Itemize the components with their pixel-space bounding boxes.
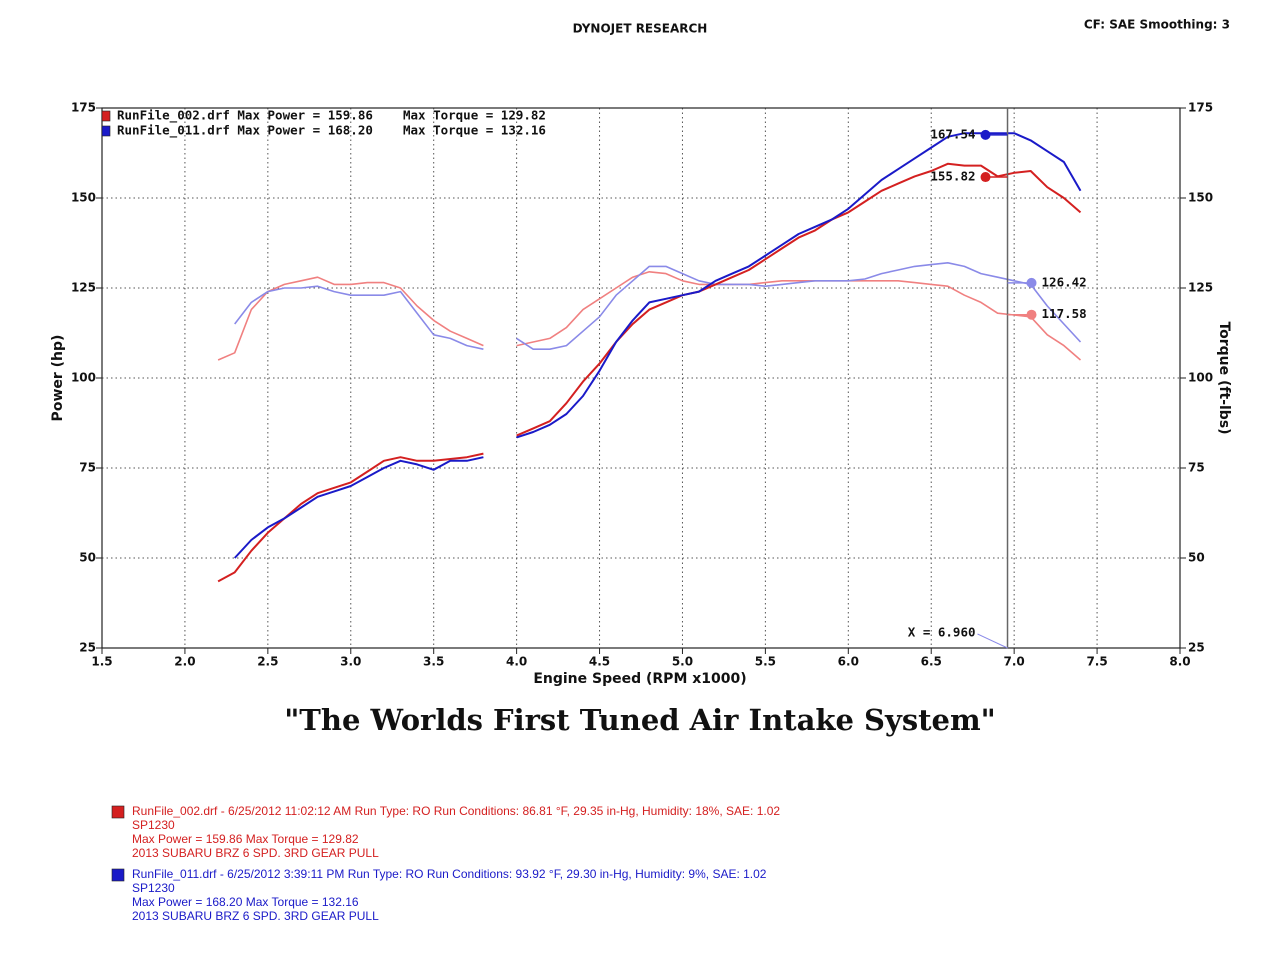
plot-frame	[101, 107, 1181, 649]
note-line: SP1230	[132, 881, 175, 895]
readout-marker	[1026, 309, 1037, 320]
y-tick-label: 125	[71, 281, 96, 295]
annotation: "The Worlds First Tuned Air Intake Syste…	[284, 703, 996, 737]
x-tick-label: 1.5	[91, 655, 112, 669]
x-axis-label: Engine Speed (RPM x1000)	[533, 671, 746, 687]
y-tick-label: 100	[71, 371, 96, 385]
cursor-pointer	[977, 633, 1008, 649]
y2-tick-label: 125	[1188, 281, 1213, 295]
note-line: Max Power = 168.20 Max Torque = 132.16	[132, 895, 359, 909]
y-axis-label: Power (hp)	[50, 335, 66, 422]
legend-entry: RunFile_002.drf Max Power = 159.86 Max T…	[117, 108, 546, 124]
readout-label: 155.82	[930, 169, 975, 184]
x-tick-label: 2.0	[174, 655, 195, 669]
readout-label: 117.58	[1042, 306, 1087, 321]
note-line: 2013 SUBARU BRZ 6 SPD. 3RD GEAR PULL	[132, 909, 379, 923]
note-line: Max Power = 159.86 Max Torque = 129.82	[132, 832, 359, 846]
legend-entry: RunFile_011.drf Max Power = 168.20 Max T…	[117, 123, 546, 139]
x-tick-label: 6.5	[921, 655, 942, 669]
legend-swatch	[101, 110, 111, 122]
cursor-label: X = 6.960	[908, 625, 976, 640]
chart-title: DYNOJET RESEARCH	[573, 22, 708, 36]
y-tick-label: 75	[79, 461, 96, 475]
x-tick-label: 2.5	[257, 655, 278, 669]
y2-tick-label: 175	[1188, 101, 1213, 115]
readout-label: 126.42	[1042, 274, 1087, 289]
y-tick-label: 50	[79, 551, 96, 565]
y2-tick-label: 150	[1188, 191, 1213, 205]
series-line	[217, 162, 1082, 583]
y2-axis-label: Torque (ft-lbs)	[1216, 321, 1232, 434]
x-tick-label: 3.5	[423, 655, 444, 669]
y2-tick-label: 25	[1188, 641, 1205, 655]
x-tick-label: 3.0	[340, 655, 361, 669]
y2-tick-label: 100	[1188, 371, 1213, 385]
x-tick-label: 6.0	[838, 655, 859, 669]
chart-subtitle: CF: SAE Smoothing: 3	[1084, 18, 1230, 32]
y-tick-label: 175	[71, 101, 96, 115]
y2-tick-label: 75	[1188, 461, 1205, 475]
x-tick-label: 4.0	[506, 655, 527, 669]
x-tick-label: 7.0	[1004, 655, 1025, 669]
note-line: RunFile_011.drf - 6/25/2012 3:39:11 PM R…	[132, 867, 767, 881]
y2-tick-label: 50	[1188, 551, 1205, 565]
y-tick-label: 25	[79, 641, 96, 655]
note-line: SP1230	[132, 818, 175, 832]
x-tick-label: 8.0	[1169, 655, 1190, 669]
note-swatch	[111, 868, 125, 882]
readout-marker	[1026, 277, 1037, 288]
x-tick-label: 7.5	[1086, 655, 1107, 669]
series-line	[234, 262, 1082, 350]
x-tick-label: 4.5	[589, 655, 610, 669]
readout-label: 167.54	[930, 126, 975, 141]
note-line: RunFile_002.drf - 6/25/2012 11:02:12 AM …	[132, 804, 780, 818]
note-swatch	[111, 805, 125, 819]
readout-marker	[980, 129, 991, 140]
note-line: 2013 SUBARU BRZ 6 SPD. 3RD GEAR PULL	[132, 846, 379, 860]
legend-swatch	[101, 125, 111, 137]
x-tick-label: 5.5	[755, 655, 776, 669]
plot-area	[102, 108, 1180, 648]
x-tick-label: 5.0	[672, 655, 693, 669]
y-tick-label: 150	[71, 191, 96, 205]
series-line	[217, 271, 1082, 361]
readout-marker	[980, 172, 991, 183]
